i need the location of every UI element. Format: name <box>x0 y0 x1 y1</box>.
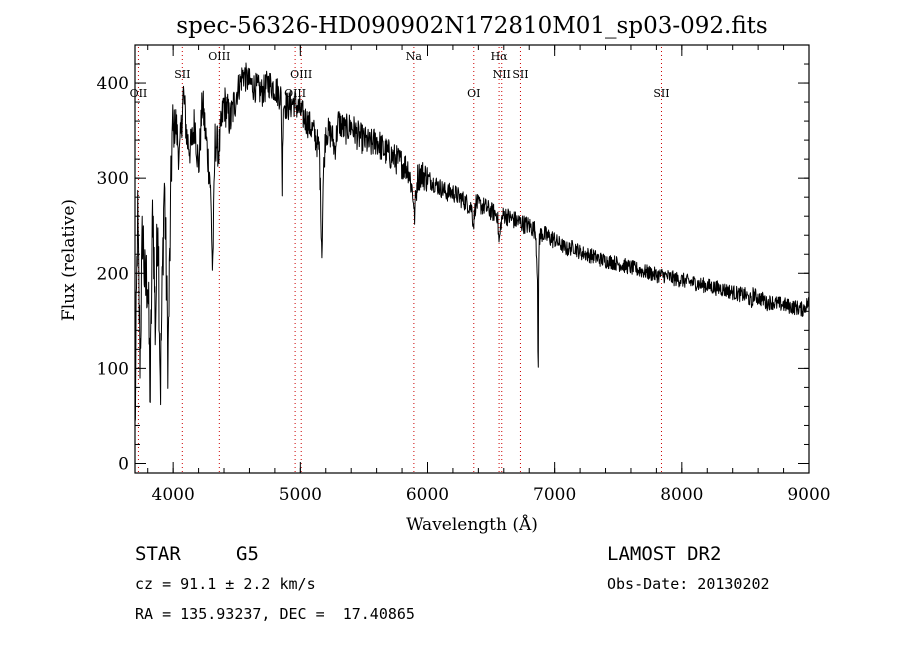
y-axis-label: Flux (relative) <box>59 199 79 321</box>
object-type: STAR <box>135 543 181 565</box>
x-tick-label: 9000 <box>787 485 830 505</box>
chart-title: spec-56326-HD090902N172810M01_sp03-092.f… <box>176 13 767 39</box>
redshift-velocity: cz = 91.1 ± 2.2 km/s <box>135 575 316 593</box>
emission-line-label: OIII <box>208 50 230 63</box>
observation-date: Obs-Date: 20130202 <box>607 575 770 593</box>
survey-name: LAMOST DR2 <box>607 543 722 565</box>
x-tick-label: 6000 <box>406 485 449 505</box>
emission-line-label: OIII <box>290 68 312 81</box>
emission-line-label: OI <box>467 87 480 100</box>
emission-line-label: SII <box>653 87 669 100</box>
y-tick-label: 100 <box>97 359 129 379</box>
x-tick-label: 7000 <box>533 485 576 505</box>
axis-ticks: 4000 5000 6000 7000 8000 9000 0 100 200 300 400 <box>97 45 831 505</box>
y-tick-label: 0 <box>118 454 129 474</box>
emission-line-label: SII <box>174 68 190 81</box>
spectrum-series <box>134 62 810 422</box>
x-tick-label: 8000 <box>660 485 703 505</box>
x-axis-label: Wavelength (Å) <box>406 514 538 535</box>
coordinates: RA = 135.93237, DEC = 17.40865 <box>135 605 415 623</box>
emission-line-label: Hα <box>491 50 509 63</box>
emission-line-label: Na <box>406 50 423 63</box>
x-tick-label: 4000 <box>152 485 195 505</box>
plot-frame <box>134 44 810 474</box>
spectrum-line <box>134 62 810 422</box>
emission-line-label: SII <box>512 68 528 81</box>
y-tick-label: 400 <box>97 74 129 94</box>
x-tick-label: 5000 <box>279 485 322 505</box>
object-subclass: G5 <box>236 543 259 565</box>
y-tick-label: 200 <box>97 264 129 284</box>
emission-line-label: OII <box>130 87 148 100</box>
emission-line-label: NII <box>493 68 511 81</box>
y-tick-label: 300 <box>97 169 129 189</box>
